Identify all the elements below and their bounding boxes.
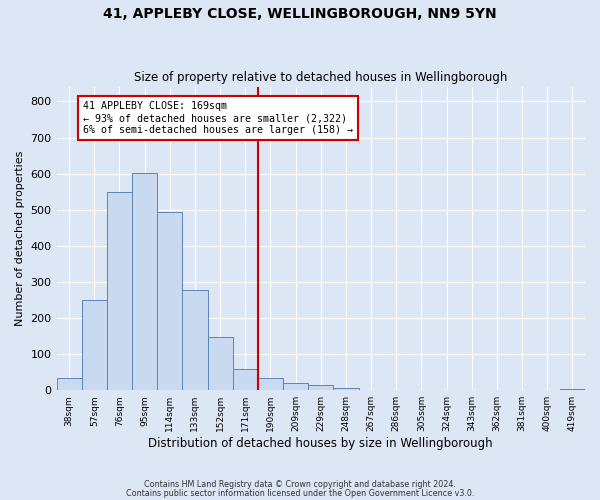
Bar [258, 378, 283, 390]
Bar [82, 300, 107, 390]
Bar [132, 172, 157, 390]
Bar [208, 337, 233, 390]
Bar [308, 385, 334, 390]
Bar [56, 378, 82, 390]
X-axis label: Distribution of detached houses by size in Wellingborough: Distribution of detached houses by size … [148, 437, 493, 450]
Bar [107, 192, 132, 390]
Text: Contains public sector information licensed under the Open Government Licence v3: Contains public sector information licen… [126, 488, 474, 498]
Text: 41, APPLEBY CLOSE, WELLINGBOROUGH, NN9 5YN: 41, APPLEBY CLOSE, WELLINGBOROUGH, NN9 5… [103, 8, 497, 22]
Text: Contains HM Land Registry data © Crown copyright and database right 2024.: Contains HM Land Registry data © Crown c… [144, 480, 456, 489]
Text: 41 APPLEBY CLOSE: 169sqm
← 93% of detached houses are smaller (2,322)
6% of semi: 41 APPLEBY CLOSE: 169sqm ← 93% of detach… [83, 102, 353, 134]
Bar [182, 290, 208, 390]
Bar [233, 368, 258, 390]
Bar [157, 212, 182, 390]
Y-axis label: Number of detached properties: Number of detached properties [15, 151, 25, 326]
Bar [283, 383, 308, 390]
Title: Size of property relative to detached houses in Wellingborough: Size of property relative to detached ho… [134, 72, 508, 85]
Bar [334, 388, 359, 390]
